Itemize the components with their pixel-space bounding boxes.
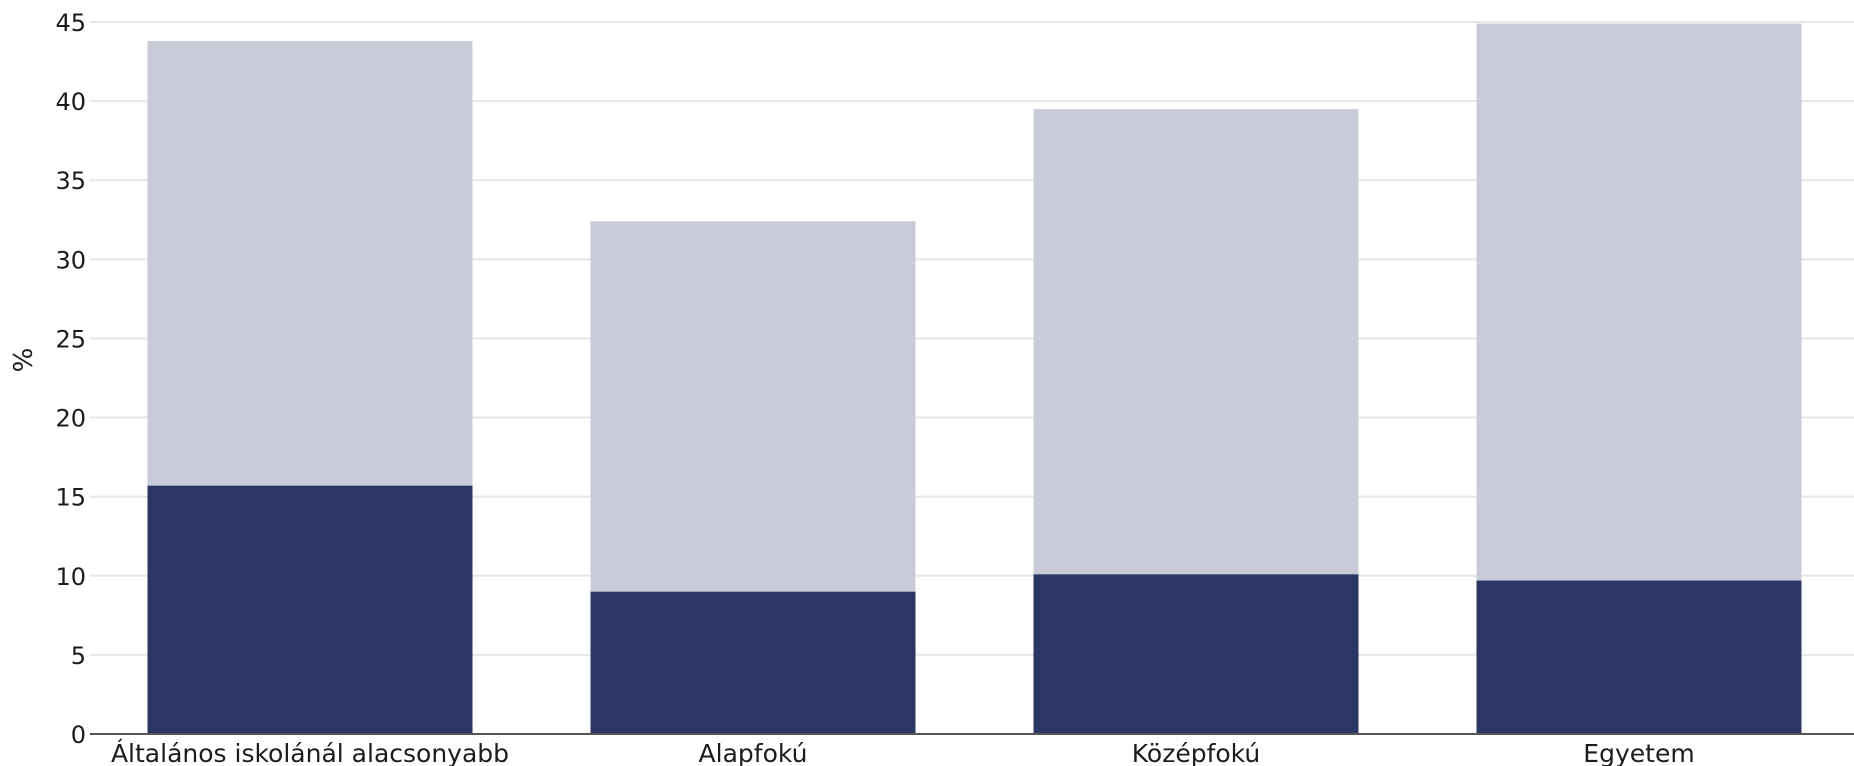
bar-segment [147,485,473,734]
bar-segment [590,221,916,592]
y-axis-title: % [9,348,39,373]
category-label: Középfokú [1132,739,1260,766]
category-label: Egyetem [1583,739,1694,766]
category-label: Általános iskolánál alacsonyabb [111,739,509,766]
y-tick-label: 45 [55,9,86,37]
bar-segment [1033,574,1359,734]
bar-segment [1033,109,1359,575]
y-tick-label: 30 [55,246,86,274]
bar-segment [147,40,473,486]
y-tick-label: 10 [55,563,86,591]
bar-segment [1476,23,1802,581]
y-tick-label: 25 [55,325,86,353]
y-tick-label: 40 [55,88,86,116]
bar-segment [1476,580,1802,734]
y-tick-label: 35 [55,167,86,195]
y-tick-label: 15 [55,484,86,512]
bar-segment [590,591,916,734]
y-tick-labels: 0 5 10 15 20 25 30 35 40 45 [55,9,86,749]
y-tick-label: 5 [71,642,86,670]
y-tick-label: 0 [71,721,86,749]
category-label: Alapfokú [699,739,808,766]
category-labels: Általános iskolánál alacsonyabb Alapfokú K… [111,739,1695,766]
bars [147,23,1802,734]
y-tick-label: 20 [55,405,86,433]
